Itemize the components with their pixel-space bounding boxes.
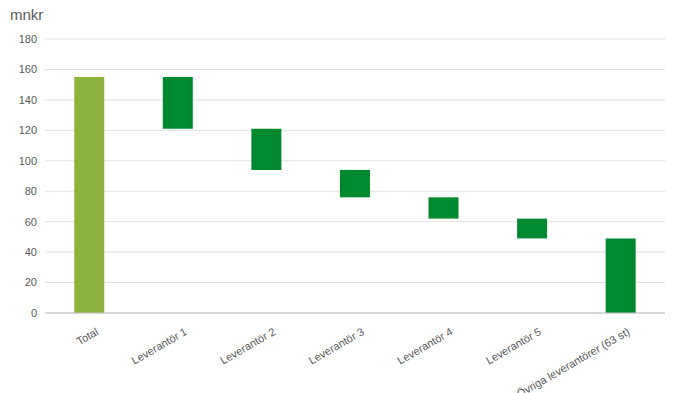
svg-text:Leverantör 2: Leverantör 2 [218,325,277,366]
svg-text:Leverantör 1: Leverantör 1 [129,325,188,366]
svg-text:Övriga leverantörer (63 st): Övriga leverantörer (63 st) [515,325,632,393]
html-text:mnkr: mnkr [10,6,44,23]
svg-text:Total: Total [74,325,100,347]
svg-text:120: 120 [19,124,37,136]
svg-text:20: 20 [25,276,37,288]
svg-text:Leverantör 3: Leverantör 3 [307,325,366,366]
svg-text:180: 180 [19,33,37,45]
svg-text:160: 160 [19,63,37,75]
svg-text:Leverantör 5: Leverantör 5 [484,325,543,366]
svg-text:40: 40 [25,246,37,258]
svg-text:Leverantör 4: Leverantör 4 [395,325,454,366]
svg-text:0: 0 [31,307,37,319]
svg-text:60: 60 [25,216,37,228]
svg-text:80: 80 [25,185,37,197]
svg-text:140: 140 [19,94,37,106]
svg-text:100: 100 [19,155,37,167]
